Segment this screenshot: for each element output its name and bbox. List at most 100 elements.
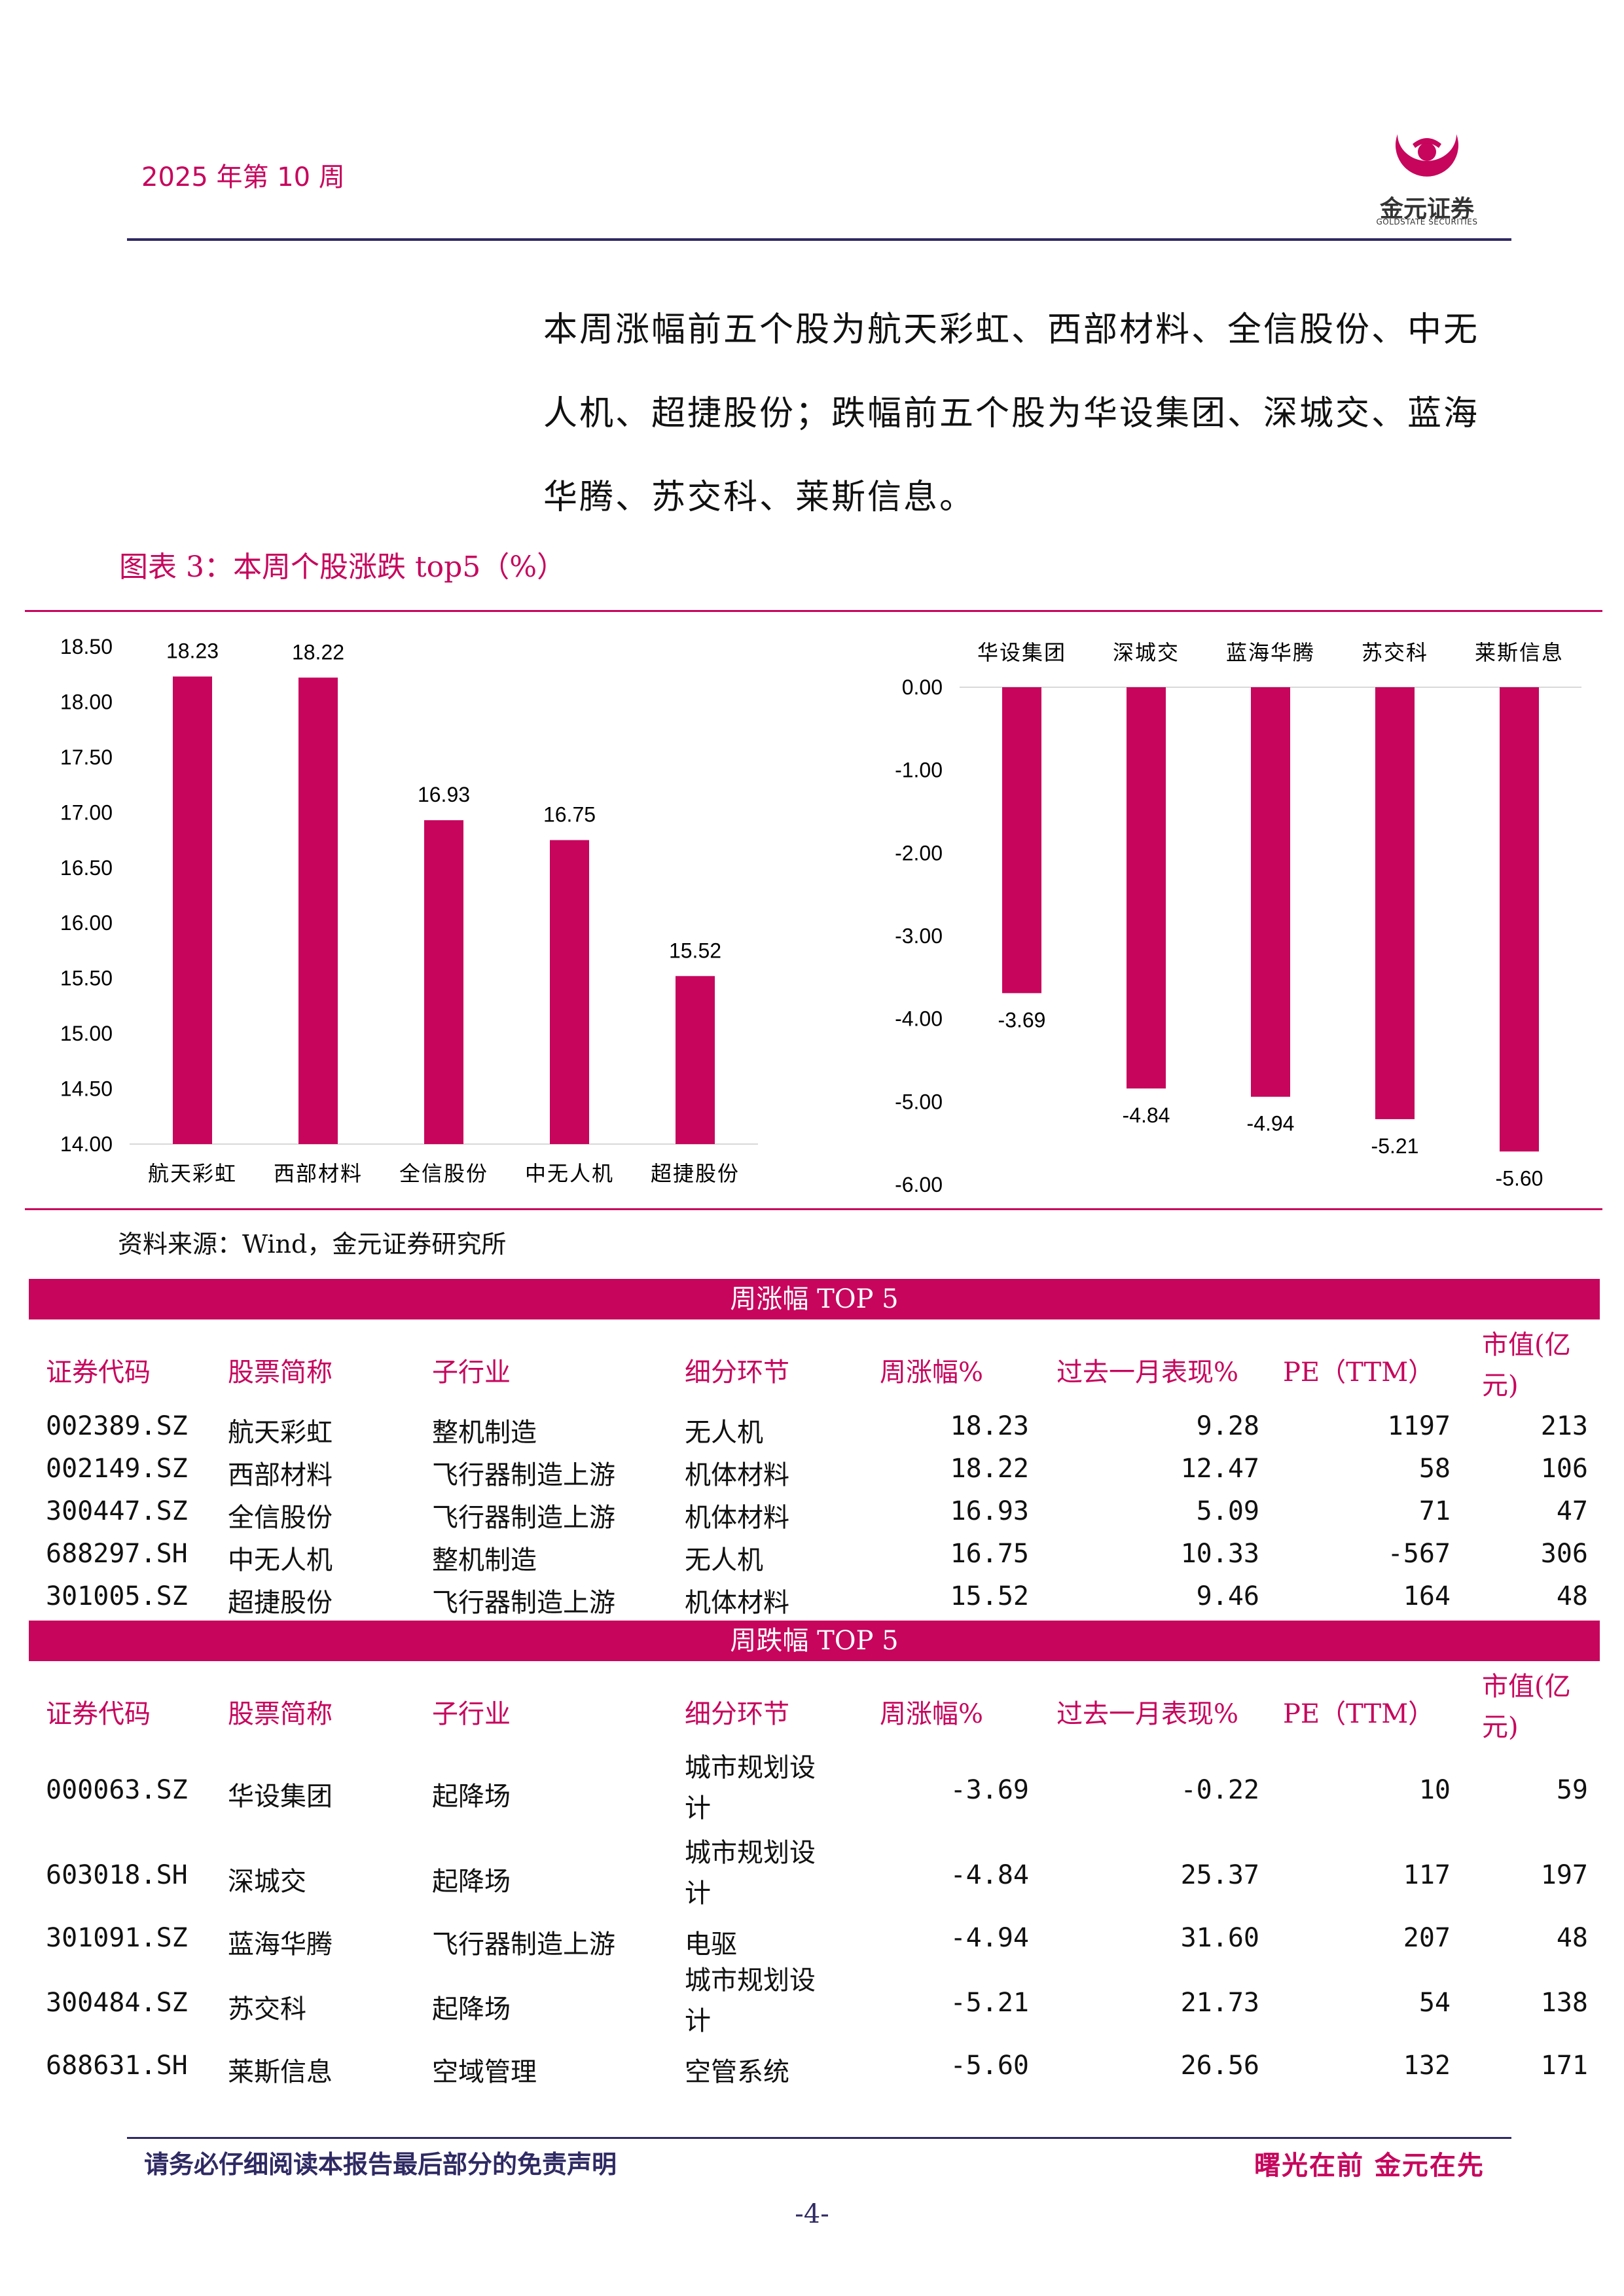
cell-weekly-change: -4.84 bbox=[950, 1860, 1029, 1890]
loss-category-label: 蓝海华腾 bbox=[1226, 640, 1315, 665]
gain-table-title: 周涨幅 TOP 5 bbox=[29, 1279, 1600, 1319]
cell-subindustry: 飞行器制造上游 bbox=[432, 1503, 615, 1533]
loss-bar bbox=[1375, 687, 1415, 1119]
col-segment-header: 细分环节 bbox=[685, 1357, 789, 1388]
cell-subindustry: 飞行器制造上游 bbox=[432, 1460, 615, 1490]
cell-mktcap: 59 bbox=[1556, 1775, 1588, 1805]
gain-category-label: 全信股份 bbox=[399, 1161, 488, 1186]
cell-month-perf: 31.60 bbox=[1180, 1923, 1259, 1953]
cell-code: 002389.SZ bbox=[46, 1411, 188, 1441]
footer-disclaimer: 请务必仔细阅读本报告最后部分的免责声明 bbox=[144, 2149, 617, 2179]
loss-category-label: 华设集团 bbox=[977, 640, 1066, 665]
gain-table-header: 证券代码 股票简称 子行业 细分环节 周涨幅% 过去一月表现% PE（TTM） … bbox=[29, 1319, 1600, 1405]
gain-category-label: 中无人机 bbox=[525, 1161, 614, 1186]
cell-pe: 71 bbox=[1418, 1496, 1451, 1526]
cell-month-perf: 10.33 bbox=[1180, 1539, 1259, 1569]
loss-table-title: 周跌幅 TOP 5 bbox=[29, 1621, 1600, 1661]
y-tick-label: -3.00 bbox=[895, 924, 943, 948]
cell-segment: 空管系统 bbox=[685, 2057, 789, 2087]
figure-top-rule bbox=[25, 610, 1602, 612]
loss-category-label: 深城交 bbox=[1113, 640, 1180, 665]
cell-code: 301005.SZ bbox=[46, 1581, 188, 1611]
cell-subindustry: 飞行器制造上游 bbox=[432, 1929, 615, 1960]
loss-bar bbox=[1500, 687, 1539, 1152]
figure-bottom-rule bbox=[25, 1208, 1602, 1210]
gain-category-label: 超捷股份 bbox=[651, 1161, 740, 1186]
cell-month-perf: 9.28 bbox=[1196, 1411, 1259, 1441]
cell-segment-cont: 计 bbox=[685, 1878, 711, 1909]
cell-code: 603018.SH bbox=[46, 1860, 188, 1890]
y-tick-label: -5.00 bbox=[895, 1090, 943, 1113]
table-row: 688631.SH 莱斯信息 空域管理 空管系统 -5.60 26.56 132 171 bbox=[29, 2044, 1600, 2087]
gain-bar bbox=[550, 840, 589, 1144]
cell-name: 蓝海华腾 bbox=[228, 1929, 333, 1960]
table-row: 688297.SH 中无人机 整机制造 无人机 16.75 10.33 -567 306 bbox=[29, 1532, 1600, 1575]
gain-category-label: 西部材料 bbox=[274, 1161, 363, 1186]
cell-segment: 无人机 bbox=[685, 1545, 763, 1575]
table-row: 300484.SZ 苏交科 起降场 城市规划设计 -5.21 21.73 54 138 bbox=[29, 1959, 1600, 2044]
col-month-perf-header: 过去一月表现% bbox=[1056, 1357, 1239, 1388]
cell-pe: 58 bbox=[1418, 1454, 1451, 1484]
cell-weekly-change: -4.94 bbox=[950, 1923, 1029, 1953]
gain-bar bbox=[676, 976, 715, 1144]
cell-month-perf: 26.56 bbox=[1180, 2051, 1259, 2081]
col-weekly-change-header: 周涨幅% bbox=[880, 1699, 984, 1729]
loss-category-label: 莱斯信息 bbox=[1475, 640, 1564, 665]
cell-segment: 城市规划设 bbox=[685, 1753, 816, 1783]
gain-bar bbox=[298, 677, 338, 1144]
cell-name: 莱斯信息 bbox=[228, 2057, 333, 2087]
loss-table-body: 000063.SZ 华设集团 起降场 城市规划设计 -3.69 -0.22 10 59 6030… bbox=[29, 1746, 1600, 2087]
logo-mark-icon bbox=[1396, 134, 1458, 177]
col-subindustry-header: 子行业 bbox=[432, 1357, 511, 1388]
gain-table: 证券代码 股票简称 子行业 细分环节 周涨幅% 过去一月表现% PE（TTM） … bbox=[29, 1319, 1600, 1618]
cell-month-perf: 21.73 bbox=[1180, 1988, 1259, 2018]
y-tick-label: 15.50 bbox=[60, 967, 113, 990]
y-tick-label: 0.00 bbox=[902, 675, 943, 699]
cell-code: 000063.SZ bbox=[46, 1775, 188, 1805]
cell-pe: 207 bbox=[1403, 1923, 1451, 1953]
cell-weekly-change: 16.93 bbox=[950, 1496, 1029, 1526]
y-tick-label: 16.00 bbox=[60, 911, 113, 935]
col-pe-header: PE（TTM） bbox=[1283, 1357, 1435, 1388]
cell-segment: 城市规划设 bbox=[685, 1965, 816, 1996]
cell-segment: 电驱 bbox=[685, 1929, 737, 1960]
cell-subindustry: 起降场 bbox=[432, 1994, 511, 2024]
col-mktcap-header: 市值(亿 bbox=[1482, 1672, 1571, 1702]
y-tick-label: 18.00 bbox=[60, 690, 113, 713]
cell-name: 全信股份 bbox=[228, 1503, 333, 1533]
loss-bar-value-label: -5.60 bbox=[1496, 1166, 1543, 1190]
loss-category-label: 苏交科 bbox=[1362, 640, 1428, 665]
col-name-header: 股票简称 bbox=[228, 1357, 333, 1388]
cell-month-perf: 12.47 bbox=[1180, 1454, 1259, 1484]
cell-segment-cont: 计 bbox=[685, 1793, 711, 1823]
cell-pe: 132 bbox=[1403, 2051, 1451, 2081]
gain-bar-value-label: 16.93 bbox=[418, 783, 470, 806]
cell-pe: 1197 bbox=[1387, 1411, 1451, 1441]
cell-segment: 城市规划设 bbox=[685, 1838, 816, 1868]
y-tick-label: 14.50 bbox=[60, 1077, 113, 1101]
cell-code: 301091.SZ bbox=[46, 1923, 188, 1953]
report-week: 2025 年第 10 周 bbox=[141, 162, 345, 192]
col-weekly-change-header: 周涨幅% bbox=[880, 1357, 984, 1388]
y-tick-label: 16.50 bbox=[60, 856, 113, 880]
y-tick-label: -2.00 bbox=[895, 841, 943, 865]
cell-subindustry: 飞行器制造上游 bbox=[432, 1588, 615, 1618]
cell-name: 华设集团 bbox=[228, 1782, 333, 1812]
table-row: 000063.SZ 华设集团 起降场 城市规划设计 -3.69 -0.22 10 59 bbox=[29, 1746, 1600, 1831]
cell-code: 300484.SZ bbox=[46, 1988, 188, 2018]
loss-bar-value-label: -4.84 bbox=[1123, 1103, 1170, 1127]
table-row: 002389.SZ 航天彩虹 整机制造 无人机 18.23 9.28 1197 213 bbox=[29, 1405, 1600, 1448]
col-month-perf-header: 过去一月表现% bbox=[1056, 1699, 1239, 1729]
cell-mktcap: 47 bbox=[1556, 1496, 1588, 1526]
y-tick-label: 17.50 bbox=[60, 745, 113, 769]
cell-code: 300447.SZ bbox=[46, 1496, 188, 1526]
cell-weekly-change: 18.22 bbox=[950, 1454, 1029, 1484]
y-tick-label: -6.00 bbox=[895, 1173, 943, 1196]
table-row: 301091.SZ 蓝海华腾 飞行器制造上游 电驱 -4.94 31.60 207 48 bbox=[29, 1916, 1600, 1960]
loss-bar-value-label: -3.69 bbox=[998, 1008, 1046, 1031]
cell-weekly-change: -5.60 bbox=[950, 2051, 1029, 2081]
loss-bar bbox=[1251, 687, 1290, 1097]
cell-segment: 机体材料 bbox=[685, 1503, 789, 1533]
gain-bar bbox=[424, 820, 463, 1144]
cell-subindustry: 起降场 bbox=[432, 1867, 511, 1897]
